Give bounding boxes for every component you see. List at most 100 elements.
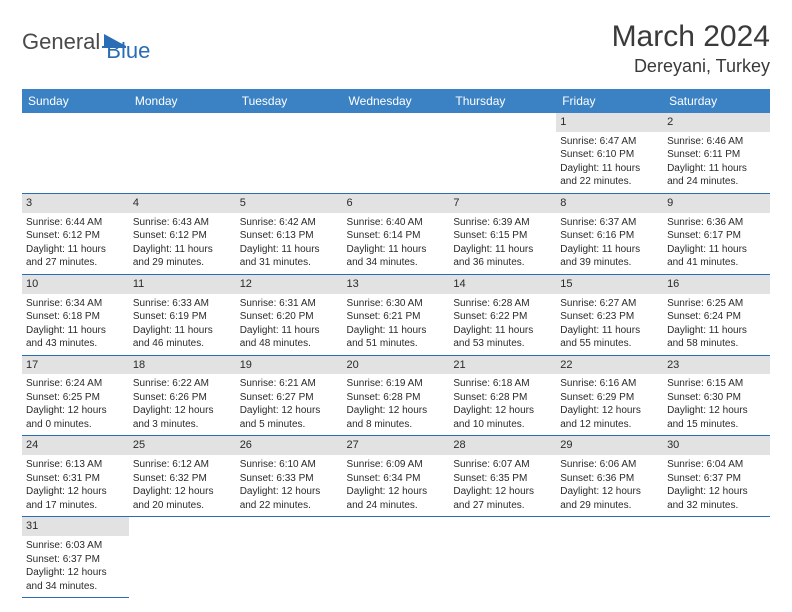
day-cell: 7Sunrise: 6:39 AMSunset: 6:15 PMDaylight… — [449, 193, 556, 274]
day-detail: Sunset: 6:32 PM — [133, 472, 232, 486]
day-detail: and 15 minutes. — [667, 418, 766, 432]
day-detail: Sunrise: 6:09 AM — [347, 458, 446, 472]
week-row: 31Sunrise: 6:03 AMSunset: 6:37 PMDayligh… — [22, 517, 770, 598]
logo-text-blue: Blue — [106, 38, 150, 64]
day-detail: Daylight: 12 hours — [667, 404, 766, 418]
day-number: 11 — [129, 275, 236, 294]
day-detail: Daylight: 11 hours — [347, 243, 446, 257]
day-number: 13 — [343, 275, 450, 294]
day-number: 7 — [449, 194, 556, 213]
day-detail: and 0 minutes. — [26, 418, 125, 432]
day-number: 22 — [556, 356, 663, 375]
day-detail: Daylight: 12 hours — [347, 404, 446, 418]
day-number: 18 — [129, 356, 236, 375]
day-number: 28 — [449, 436, 556, 455]
day-detail: Sunset: 6:31 PM — [26, 472, 125, 486]
day-detail: Sunrise: 6:16 AM — [560, 377, 659, 391]
day-detail: Sunrise: 6:06 AM — [560, 458, 659, 472]
day-detail: Sunrise: 6:34 AM — [26, 297, 125, 311]
day-detail: Daylight: 11 hours — [560, 324, 659, 338]
day-detail: Sunset: 6:12 PM — [26, 229, 125, 243]
day-cell — [343, 113, 450, 193]
day-number: 29 — [556, 436, 663, 455]
day-cell: 29Sunrise: 6:06 AMSunset: 6:36 PMDayligh… — [556, 436, 663, 517]
day-detail: and 10 minutes. — [453, 418, 552, 432]
day-detail: and 29 minutes. — [133, 256, 232, 270]
day-detail: Sunset: 6:27 PM — [240, 391, 339, 405]
day-header: Wednesday — [343, 89, 450, 113]
day-detail: Sunrise: 6:39 AM — [453, 216, 552, 230]
day-detail: Daylight: 11 hours — [453, 324, 552, 338]
day-cell: 30Sunrise: 6:04 AMSunset: 6:37 PMDayligh… — [663, 436, 770, 517]
day-cell — [556, 517, 663, 598]
day-detail: Sunset: 6:37 PM — [667, 472, 766, 486]
day-number: 9 — [663, 194, 770, 213]
day-number: 27 — [343, 436, 450, 455]
day-detail: Sunset: 6:25 PM — [26, 391, 125, 405]
day-detail: Sunrise: 6:07 AM — [453, 458, 552, 472]
day-detail: Sunset: 6:33 PM — [240, 472, 339, 486]
month-title: March 2024 — [612, 20, 770, 54]
day-detail: and 39 minutes. — [560, 256, 659, 270]
day-detail: Sunset: 6:15 PM — [453, 229, 552, 243]
day-detail: Daylight: 11 hours — [667, 324, 766, 338]
day-detail: Sunset: 6:10 PM — [560, 148, 659, 162]
day-number: 10 — [22, 275, 129, 294]
day-header: Monday — [129, 89, 236, 113]
day-detail: Sunrise: 6:27 AM — [560, 297, 659, 311]
day-cell: 3Sunrise: 6:44 AMSunset: 6:12 PMDaylight… — [22, 193, 129, 274]
day-detail: Sunrise: 6:40 AM — [347, 216, 446, 230]
day-cell: 2Sunrise: 6:46 AMSunset: 6:11 PMDaylight… — [663, 113, 770, 193]
day-detail: Sunrise: 6:37 AM — [560, 216, 659, 230]
day-cell: 5Sunrise: 6:42 AMSunset: 6:13 PMDaylight… — [236, 193, 343, 274]
day-cell: 19 Sunrise: 6:21 AMSunset: 6:27 PMDayligh… — [236, 355, 343, 436]
day-detail: and 20 minutes. — [133, 499, 232, 513]
day-detail: Daylight: 12 hours — [453, 485, 552, 499]
day-detail: Sunrise: 6:43 AM — [133, 216, 232, 230]
day-number: 19 — [236, 356, 343, 375]
week-row: 3Sunrise: 6:44 AMSunset: 6:12 PMDaylight… — [22, 193, 770, 274]
day-detail: Daylight: 12 hours — [26, 485, 125, 499]
day-header: Thursday — [449, 89, 556, 113]
day-detail: Daylight: 11 hours — [26, 324, 125, 338]
week-row: 17Sunrise: 6:24 AMSunset: 6:25 PMDayligh… — [22, 355, 770, 436]
day-number: 25 — [129, 436, 236, 455]
day-detail: and 29 minutes. — [560, 499, 659, 513]
day-detail: and 43 minutes. — [26, 337, 125, 351]
day-detail: Sunrise: 6:21 AM — [240, 377, 339, 391]
day-detail: and 12 minutes. — [560, 418, 659, 432]
day-detail: and 48 minutes. — [240, 337, 339, 351]
day-cell — [22, 113, 129, 193]
day-header-row: Sunday Monday Tuesday Wednesday Thursday… — [22, 89, 770, 113]
day-detail: Sunrise: 6:13 AM — [26, 458, 125, 472]
day-number: 1 — [556, 113, 663, 132]
day-detail: and 31 minutes. — [240, 256, 339, 270]
day-detail: Sunset: 6:20 PM — [240, 310, 339, 324]
day-detail: and 41 minutes. — [667, 256, 766, 270]
day-detail: Sunset: 6:12 PM — [133, 229, 232, 243]
day-number: 16 — [663, 275, 770, 294]
day-detail: and 3 minutes. — [133, 418, 232, 432]
day-detail: and 51 minutes. — [347, 337, 446, 351]
day-detail: Sunrise: 6:24 AM — [26, 377, 125, 391]
location: Dereyani, Turkey — [612, 56, 770, 77]
day-cell: 24Sunrise: 6:13 AMSunset: 6:31 PMDayligh… — [22, 436, 129, 517]
day-detail: Sunset: 6:13 PM — [240, 229, 339, 243]
day-cell: 4Sunrise: 6:43 AMSunset: 6:12 PMDaylight… — [129, 193, 236, 274]
day-cell: 13Sunrise: 6:30 AMSunset: 6:21 PMDayligh… — [343, 274, 450, 355]
day-detail: Daylight: 12 hours — [240, 404, 339, 418]
day-detail: Daylight: 11 hours — [560, 162, 659, 176]
day-detail: Daylight: 12 hours — [560, 404, 659, 418]
day-detail: Daylight: 11 hours — [667, 162, 766, 176]
day-detail: and 22 minutes. — [240, 499, 339, 513]
day-detail: Sunrise: 6:47 AM — [560, 135, 659, 149]
day-detail: Sunrise: 6:25 AM — [667, 297, 766, 311]
week-row: 1Sunrise: 6:47 AMSunset: 6:10 PMDaylight… — [22, 113, 770, 193]
day-number: 14 — [449, 275, 556, 294]
day-detail: Sunset: 6:22 PM — [453, 310, 552, 324]
day-detail: Daylight: 12 hours — [240, 485, 339, 499]
day-detail: Daylight: 12 hours — [26, 404, 125, 418]
day-detail: and 17 minutes. — [26, 499, 125, 513]
day-detail: Sunset: 6:28 PM — [347, 391, 446, 405]
day-cell: 12Sunrise: 6:31 AMSunset: 6:20 PMDayligh… — [236, 274, 343, 355]
